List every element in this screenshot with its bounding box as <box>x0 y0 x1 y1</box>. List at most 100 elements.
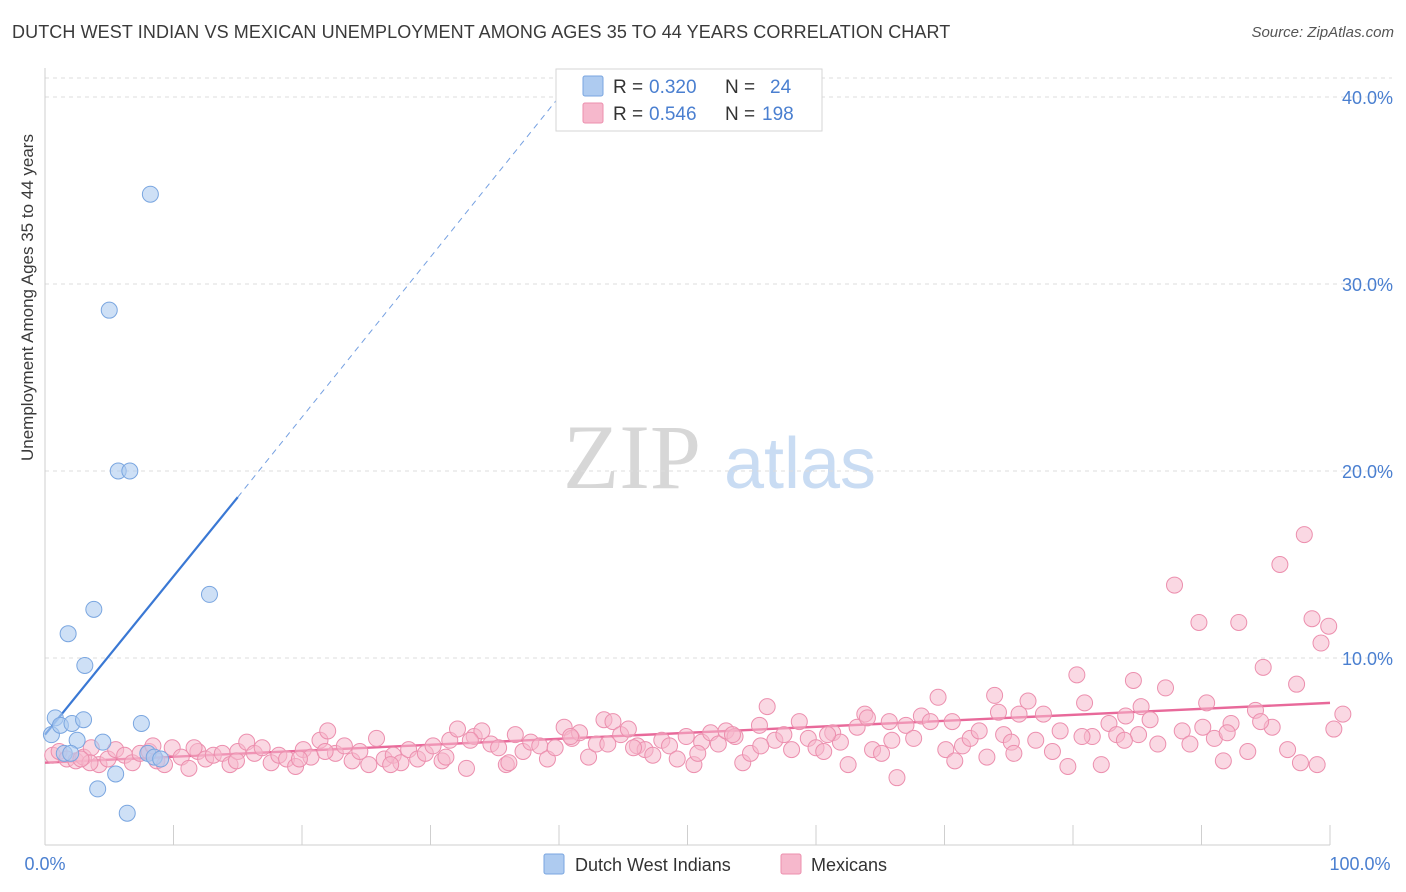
mexicans-point <box>752 737 770 755</box>
chart-title: DUTCH WEST INDIAN VS MEXICAN UNEMPLOYMEN… <box>12 22 951 42</box>
grid: 10.0% 20.0% 30.0% 40.0% <box>45 77 1393 669</box>
mexicans-point <box>500 754 518 772</box>
mexicans-point <box>819 726 837 744</box>
mexicans-point <box>1059 757 1077 775</box>
dutch-west-indians-point <box>59 625 77 643</box>
legend-r2-value: 0.546 <box>649 104 697 125</box>
axes: 0.0% 100.0% <box>24 68 1391 874</box>
y-tick-label: 40.0% <box>1342 88 1393 108</box>
legend-pink-swatch <box>582 102 604 124</box>
mexicans-point <box>709 735 727 753</box>
legend-bottom-pink-swatch <box>780 853 802 875</box>
mexicans-point <box>978 748 996 766</box>
mexicans-point <box>1295 526 1313 544</box>
mexicans-point <box>1239 743 1257 760</box>
legend-n2-label: N = <box>725 104 755 125</box>
mexicans-point <box>1141 711 1159 729</box>
mexicans-point <box>943 713 961 731</box>
mexicans-point <box>790 713 808 731</box>
mexicans-point <box>723 726 741 744</box>
mexicans-point <box>883 731 901 749</box>
mexicans-point <box>758 698 776 716</box>
y-tick-label: 10.0% <box>1342 649 1393 669</box>
mexicans-point <box>689 744 707 762</box>
mexicans-point <box>970 722 988 740</box>
mexicans-point <box>644 746 662 764</box>
mexicans-point <box>382 756 400 774</box>
watermark-atlas: atlas <box>724 424 876 504</box>
legend-n2-value: 198 <box>762 104 794 125</box>
mexicans-point <box>1034 705 1052 723</box>
mexicans-point <box>1132 698 1150 716</box>
mexicans-point <box>1303 610 1321 628</box>
mexicans-point <box>1254 658 1272 676</box>
mexicans-point <box>1312 634 1330 652</box>
mexicans-point <box>1198 694 1216 712</box>
mexicans-point <box>619 720 637 738</box>
mexicans-point <box>929 688 947 706</box>
mexicans-point <box>360 756 378 774</box>
dutch-west-indians-point <box>94 733 112 751</box>
dutch-west-indians-point <box>118 804 136 822</box>
dutch-west-indians-trend-line <box>44 496 239 736</box>
legend-bottom-blue-swatch <box>543 853 565 875</box>
legend-r1-label: R = <box>613 77 643 98</box>
mexicans-point <box>1124 671 1142 689</box>
mexicans-point <box>783 741 801 759</box>
dutch-west-indians-point <box>141 185 159 203</box>
mexicans-point <box>1325 720 1343 738</box>
mexicans-point <box>677 728 695 746</box>
mexicans-point <box>227 752 245 770</box>
mexicans-point <box>185 739 203 757</box>
mexicans-point <box>1291 754 1309 772</box>
legend-bottom: Dutch West Indians Mexicans <box>543 853 887 875</box>
mexicans-point <box>351 743 369 760</box>
mexicans-point <box>989 703 1007 721</box>
mexicans-point <box>668 750 686 768</box>
watermark-zip: ZIP <box>563 406 701 508</box>
legend-top: R = 0.320 N = 24 R = 0.546 N = 198 <box>555 68 823 132</box>
dutch-west-indians-point <box>75 711 93 729</box>
mexicans-points <box>44 526 1352 787</box>
dutch-west-indians-point <box>132 714 150 732</box>
mexicans-point <box>290 750 308 768</box>
mexicans-point <box>1117 707 1135 725</box>
mexicans-point <box>839 756 857 774</box>
mexicans-point <box>599 735 617 753</box>
mexicans-point <box>1115 731 1133 749</box>
dutch-west-indians-trend-extension <box>237 96 560 498</box>
dutch-west-indians-point <box>62 744 80 762</box>
mexicans-point <box>1190 613 1208 631</box>
mexicans-point <box>1181 735 1199 753</box>
dutch-west-indians-point <box>89 780 107 798</box>
mexicans-point <box>335 737 353 755</box>
x-tick-label: 100.0% <box>1329 854 1390 874</box>
mexicans-point <box>1005 744 1023 762</box>
mexicans-point <box>437 748 455 766</box>
legend-r2-label: R = <box>613 104 643 125</box>
mexicans-point <box>937 741 955 759</box>
mexicans-point <box>831 733 849 751</box>
legend-bottom-series2: Mexicans <box>811 855 887 875</box>
dutch-west-indians-point <box>76 656 94 674</box>
legend-bottom-series1: Dutch West Indians <box>575 855 731 875</box>
mexicans-point <box>946 752 964 770</box>
mexicans-point <box>897 716 915 734</box>
dutch-west-indians-points <box>42 185 218 822</box>
watermark: ZIP atlas <box>563 406 876 508</box>
mexicans-point <box>1230 613 1248 631</box>
source-label: Source: ZipAtlas.com <box>1251 24 1394 41</box>
y-tick-label: 30.0% <box>1342 275 1393 295</box>
legend-blue-swatch <box>582 75 604 97</box>
legend-n1-label: N = <box>725 77 755 98</box>
x-tick-label: 0.0% <box>24 854 65 874</box>
mexicans-point <box>461 731 479 749</box>
mexicans-point <box>604 713 622 731</box>
mexicans-point <box>888 769 906 787</box>
mexicans-point <box>1019 692 1037 710</box>
mexicans-point <box>448 720 466 738</box>
mexicans-point <box>1073 728 1091 746</box>
dutch-west-indians-point <box>100 301 118 319</box>
mexicans-point <box>1214 752 1232 770</box>
mexicans-point <box>1149 735 1167 753</box>
